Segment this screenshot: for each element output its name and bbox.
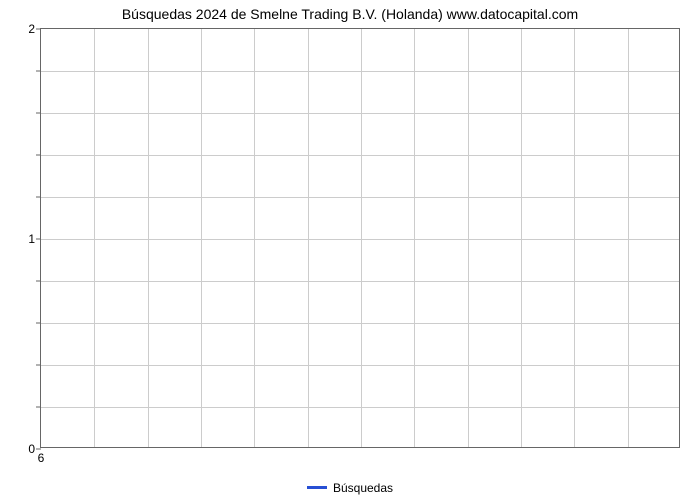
gridline-vertical (521, 29, 522, 447)
gridline-vertical (94, 29, 95, 447)
gridline-vertical (308, 29, 309, 447)
chart-title: Búsquedas 2024 de Smelne Trading B.V. (H… (0, 6, 700, 22)
gridline-vertical (148, 29, 149, 447)
gridline-horizontal (41, 197, 679, 198)
gridline-horizontal (41, 239, 679, 240)
chart-plot-area: 0126 (40, 28, 680, 448)
legend-label: Búsquedas (333, 481, 393, 495)
xtick-label: 6 (38, 451, 45, 465)
gridline-horizontal (41, 365, 679, 366)
ytick-mark (36, 407, 41, 408)
ytick-label: 2 (28, 22, 35, 36)
gridline-horizontal (41, 155, 679, 156)
gridline-horizontal (41, 71, 679, 72)
ytick-mark (36, 239, 41, 240)
legend-swatch (307, 486, 327, 489)
ytick-mark (36, 323, 41, 324)
ytick-mark (36, 113, 41, 114)
gridline-vertical (574, 29, 575, 447)
ytick-label: 1 (28, 232, 35, 246)
ytick-mark (36, 71, 41, 72)
gridline-horizontal (41, 281, 679, 282)
gridline-vertical (361, 29, 362, 447)
gridline-horizontal (41, 113, 679, 114)
gridline-horizontal (41, 323, 679, 324)
ytick-mark (36, 197, 41, 198)
ytick-mark (36, 155, 41, 156)
ytick-mark (36, 281, 41, 282)
gridline-vertical (468, 29, 469, 447)
gridline-vertical (201, 29, 202, 447)
ytick-mark (36, 365, 41, 366)
gridline-vertical (254, 29, 255, 447)
chart-legend: Búsquedas (0, 480, 700, 495)
gridline-vertical (414, 29, 415, 447)
gridline-horizontal (41, 407, 679, 408)
ytick-label: 0 (28, 442, 35, 456)
ytick-mark (36, 449, 41, 450)
gridline-vertical (628, 29, 629, 447)
ytick-mark (36, 29, 41, 30)
